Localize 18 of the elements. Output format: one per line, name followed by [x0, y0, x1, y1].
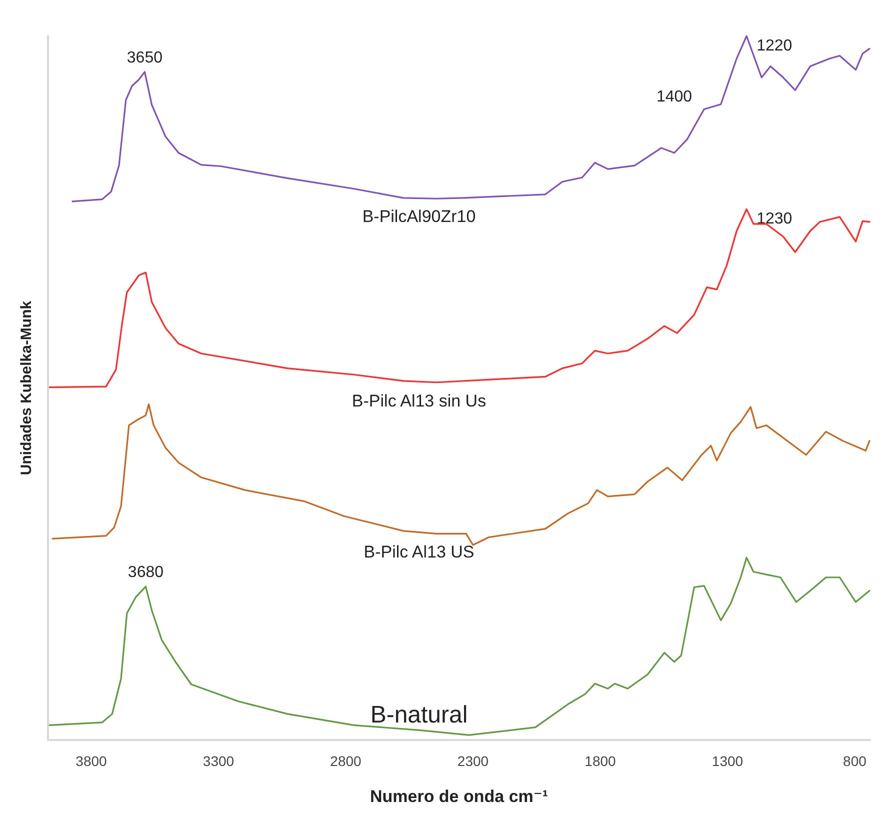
x-tick-label: 1800 — [584, 753, 616, 769]
annotation: 3680 — [128, 564, 164, 582]
x-tick-label: 3300 — [202, 753, 234, 769]
x-axis-title: Numero de onda cm⁻¹ — [370, 787, 548, 806]
x-tick-label: 3800 — [76, 753, 108, 769]
y-axis-title: Unidades Kubelka-Munk — [18, 300, 35, 476]
series-label: B-Pilc Al13 sin Us — [352, 391, 486, 410]
annotation: 3650 — [126, 49, 163, 66]
series-label: B-natural — [370, 702, 468, 729]
series-label: B-PilcAl90Zr10 — [362, 206, 476, 226]
x-tick-label: 2300 — [457, 753, 489, 769]
annotation: 1220 — [756, 38, 792, 54]
series-label: B-Pilc Al13 US — [364, 542, 474, 562]
x-tick-label: 1300 — [712, 753, 744, 769]
annotation: 1230 — [756, 210, 792, 228]
annotation: 1400 — [656, 88, 692, 106]
x-tick-label: 2800 — [330, 753, 362, 769]
x-tick-label: 800 — [843, 753, 867, 769]
